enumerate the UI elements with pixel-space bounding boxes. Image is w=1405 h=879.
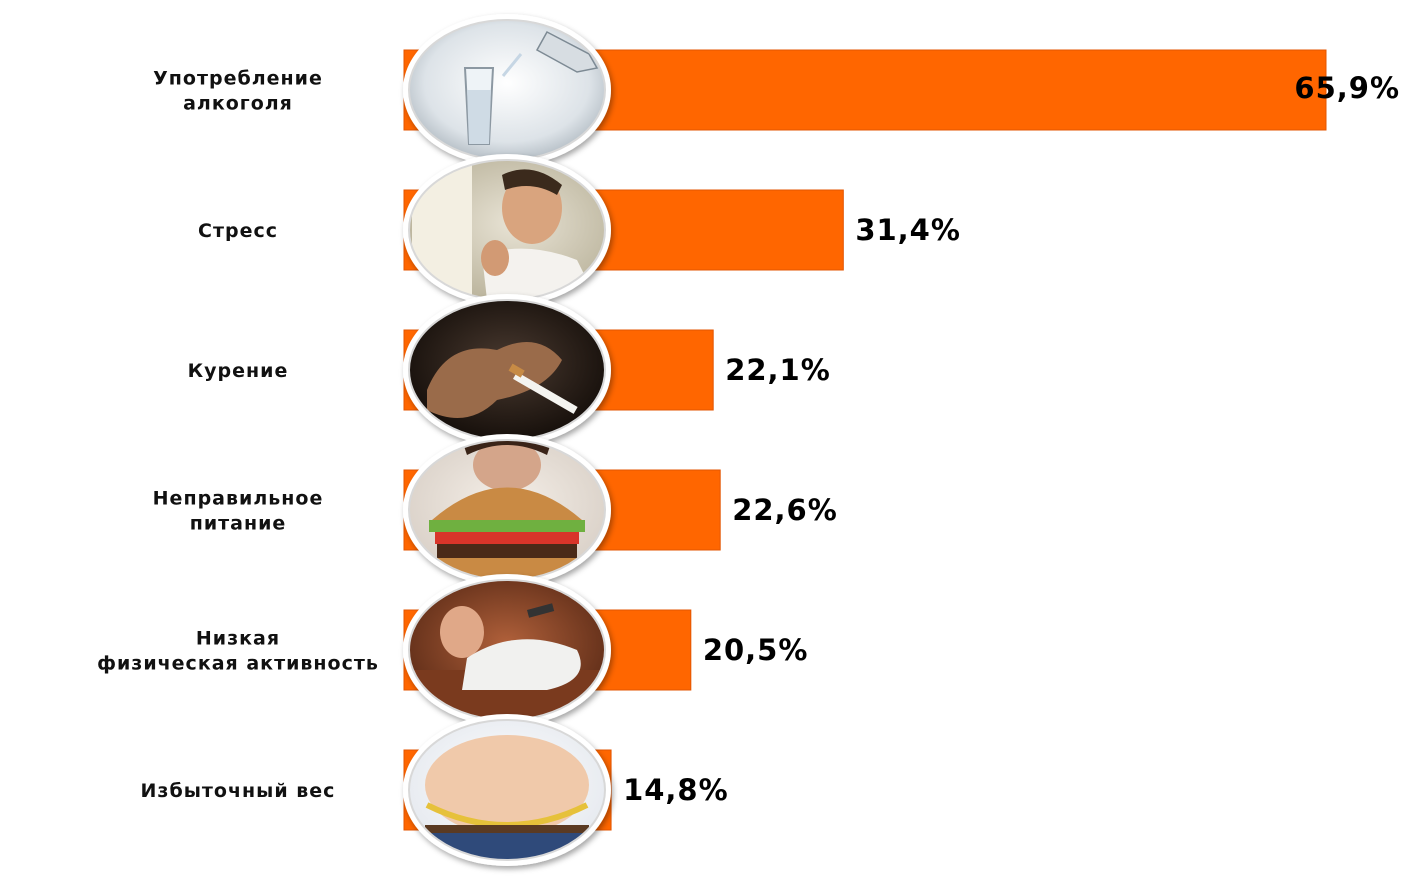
value-label-3: 22,6% (732, 493, 838, 527)
stressed-man-icon (403, 154, 611, 306)
value-label-1: 31,4% (855, 213, 961, 247)
category-label-1: Стресс (198, 220, 278, 242)
belly-measure-icon (403, 714, 611, 866)
category-label-5: Избыточный вес (141, 780, 336, 802)
value-label-4: 20,5% (703, 633, 809, 667)
couch-potato-icon (403, 574, 611, 726)
category-label-2: Курение (188, 360, 289, 382)
category-label-3: Неправильное питание (153, 488, 324, 535)
burger-eating-icon (403, 434, 611, 586)
category-label-4: Низкая физическая активность (97, 628, 379, 675)
value-label-5: 14,8% (623, 773, 729, 807)
cigarette-hand-icon (403, 294, 611, 446)
category-label-0: Употребление алкоголя (153, 68, 323, 115)
value-label-0: 65,9% (1294, 71, 1400, 105)
vodka-pour-icon (403, 14, 611, 166)
value-label-2: 22,1% (725, 353, 831, 387)
